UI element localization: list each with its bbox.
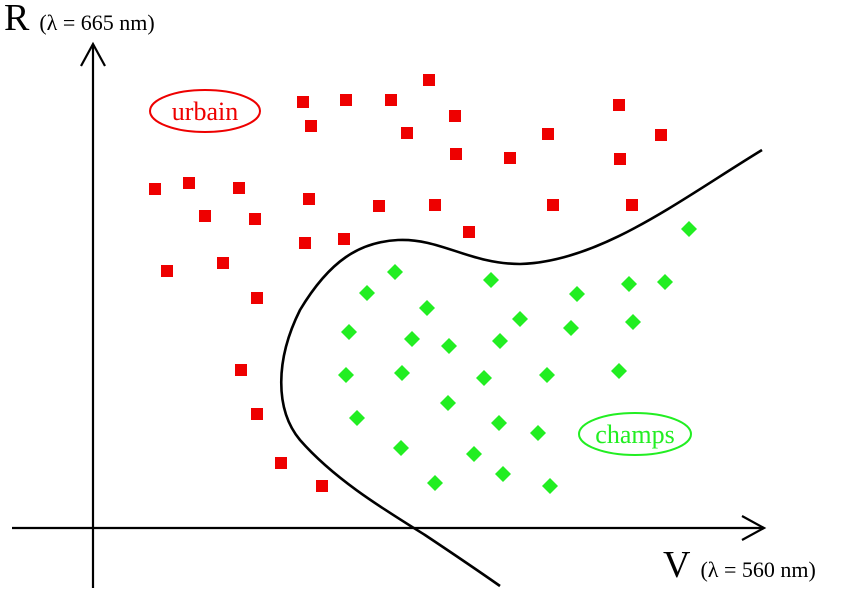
field-points [338,221,697,494]
field-point [530,425,546,441]
urban-point [504,152,516,164]
y-axis-label: R (λ = 665 nm) [4,0,155,39]
x-axis-arrow [741,515,767,541]
field-point [427,475,443,491]
field-point [359,285,375,301]
urban-point [235,364,247,376]
y-axis-arrow [80,41,106,67]
urban-label-ellipse [149,89,261,133]
field-point [625,314,641,330]
urban-point [385,94,397,106]
urban-point [161,265,173,277]
field-point [349,410,365,426]
fields-label-ellipse [578,412,692,456]
fields-label-text: champs [595,420,674,449]
urban-point [249,213,261,225]
urban-point [655,129,667,141]
urban-point [429,199,441,211]
urban-point [423,74,435,86]
urban-point [338,233,350,245]
urban-point [251,408,263,420]
fields-class-label: champs [578,412,692,456]
field-point [338,367,354,383]
field-point [491,415,507,431]
urban-point [613,99,625,111]
urban-point [199,210,211,222]
urban-point [217,257,229,269]
urban-point [463,226,475,238]
urban-point [450,148,462,160]
field-point [495,466,511,482]
field-point [681,221,697,237]
urban-point [299,237,311,249]
field-point [621,276,637,292]
field-point [394,365,410,381]
urban-point [149,183,161,195]
field-point [539,367,555,383]
field-point [542,478,558,494]
urban-point [340,94,352,106]
urban-point [401,127,413,139]
x-axis-label: V (λ = 560 nm) [663,544,816,586]
field-point [404,331,420,347]
urban-class-label: urbain [149,89,261,133]
field-point [512,311,528,327]
urban-point [251,292,263,304]
y-axis-name: R [4,0,30,39]
field-point [466,446,482,462]
x-axis-name: V [663,544,691,586]
urban-label-text: urbain [172,97,238,126]
urban-point [547,199,559,211]
urban-point [303,193,315,205]
urban-point [297,96,309,108]
field-point [483,272,499,288]
urban-point [183,177,195,189]
field-point [657,274,673,290]
urban-point [233,182,245,194]
field-point [341,324,357,340]
field-point [563,320,579,336]
urban-point [275,457,287,469]
urban-point [614,153,626,165]
urban-point [373,200,385,212]
urban-point [542,128,554,140]
urban-point [626,199,638,211]
field-point [393,440,409,456]
y-axis-wavelength: (λ = 665 nm) [39,10,154,35]
field-point [611,363,627,379]
field-point [419,300,435,316]
field-point [492,333,508,349]
x-axis-wavelength: (λ = 560 nm) [700,557,815,582]
urban-point [449,110,461,122]
urban-point [316,480,328,492]
urban-points [149,74,667,492]
field-point [476,370,492,386]
field-point [441,338,457,354]
urban-point [305,120,317,132]
field-point [387,264,403,280]
decision-boundary [280,148,763,588]
field-point [440,395,456,411]
field-point [569,286,585,302]
